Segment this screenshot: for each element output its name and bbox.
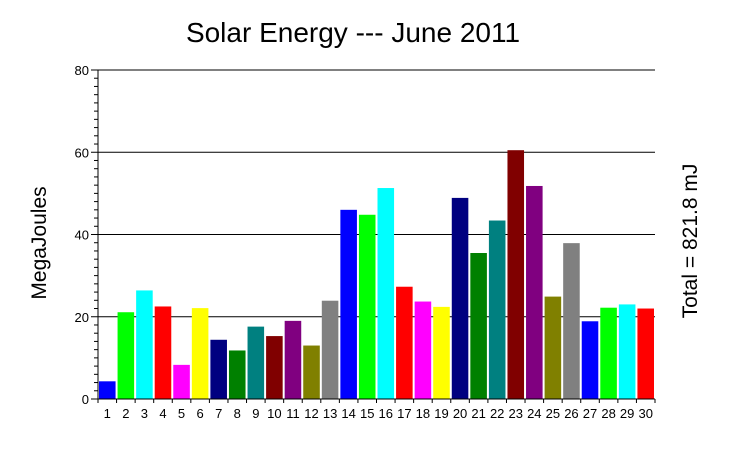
bar-1	[99, 381, 116, 399]
total-label: Total = 821.8 mJ	[679, 164, 702, 319]
bar-27	[581, 321, 599, 399]
x-tick-label: 6	[196, 406, 203, 421]
y-tick-label: 40	[75, 228, 89, 243]
x-tick-label: 21	[471, 406, 485, 421]
x-tick-label: 13	[323, 406, 337, 421]
x-tick-label: 22	[490, 406, 504, 421]
bar-16	[377, 188, 395, 399]
bar-24	[526, 185, 543, 399]
bar-3	[136, 290, 153, 399]
x-tick-label: 12	[304, 406, 318, 421]
x-tick-label: 18	[416, 406, 430, 421]
bar-29	[618, 304, 636, 399]
y-tick-label: 60	[75, 145, 89, 160]
bar-12	[303, 345, 320, 399]
bar-10	[266, 336, 283, 399]
x-tick-label: 9	[252, 406, 259, 421]
bar-15	[358, 214, 376, 399]
y-tick-label: 80	[75, 63, 89, 78]
bar-13	[321, 300, 339, 399]
x-tick-label: 17	[397, 406, 411, 421]
x-tick-label: 7	[215, 406, 222, 421]
bar-8	[228, 350, 246, 399]
bar-14	[340, 209, 357, 399]
bar-30	[637, 308, 654, 399]
bar-26	[563, 243, 580, 399]
axes	[91, 69, 656, 403]
x-tick-label: 8	[234, 406, 241, 421]
y-tick-label: 20	[75, 310, 89, 325]
x-tick-label: 14	[341, 406, 355, 421]
y-tick-labels: 0 20 40 60 80	[75, 63, 89, 407]
bar-20	[451, 197, 469, 399]
x-tick-label: 2	[122, 406, 129, 421]
bar-17	[396, 286, 413, 399]
bar-9	[247, 326, 265, 399]
x-tick-label: 25	[546, 406, 560, 421]
bars	[99, 150, 654, 399]
x-tick-label: 26	[564, 406, 578, 421]
bar-28	[600, 307, 617, 399]
bar-25	[544, 296, 562, 399]
bar-6	[191, 308, 209, 399]
x-tick-label: 3	[141, 406, 148, 421]
bar-11	[284, 320, 302, 399]
y-axis-label: MegaJoules	[28, 186, 51, 299]
x-tick-labels: 1 2 3 4 5 6 7 8 9 10 11 12 13 14 15 16 17 18 19 20 21 22 23 24 2…	[104, 406, 653, 421]
x-tick-label: 20	[453, 406, 467, 421]
x-tick-label: 24	[527, 406, 541, 421]
bar-18	[414, 301, 432, 399]
chart-title: Solar Energy --- June 2011	[186, 17, 520, 48]
x-tick-label: 23	[509, 406, 523, 421]
bar-21	[470, 253, 487, 399]
grid-lines	[98, 69, 655, 318]
bar-7	[210, 339, 227, 399]
bar-2	[117, 312, 135, 399]
bar-22	[488, 220, 506, 399]
x-tick-label: 4	[159, 406, 166, 421]
bar-5	[173, 364, 190, 399]
x-tick-label: 30	[638, 406, 652, 421]
bar-19	[433, 306, 450, 399]
x-tick-label: 28	[601, 406, 615, 421]
x-tick-label: 27	[583, 406, 597, 421]
x-tick-label: 16	[379, 406, 393, 421]
y-tick-label: 0	[82, 392, 89, 407]
x-tick-label: 10	[267, 406, 281, 421]
x-tick-label: 1	[104, 406, 111, 421]
x-tick-label: 5	[178, 406, 185, 421]
bar-4	[154, 306, 172, 399]
x-tick-label: 19	[434, 406, 448, 421]
x-tick-label: 29	[620, 406, 634, 421]
bar-23	[507, 150, 525, 399]
x-tick-label: 15	[360, 406, 374, 421]
x-tick-label: 11	[286, 406, 300, 421]
